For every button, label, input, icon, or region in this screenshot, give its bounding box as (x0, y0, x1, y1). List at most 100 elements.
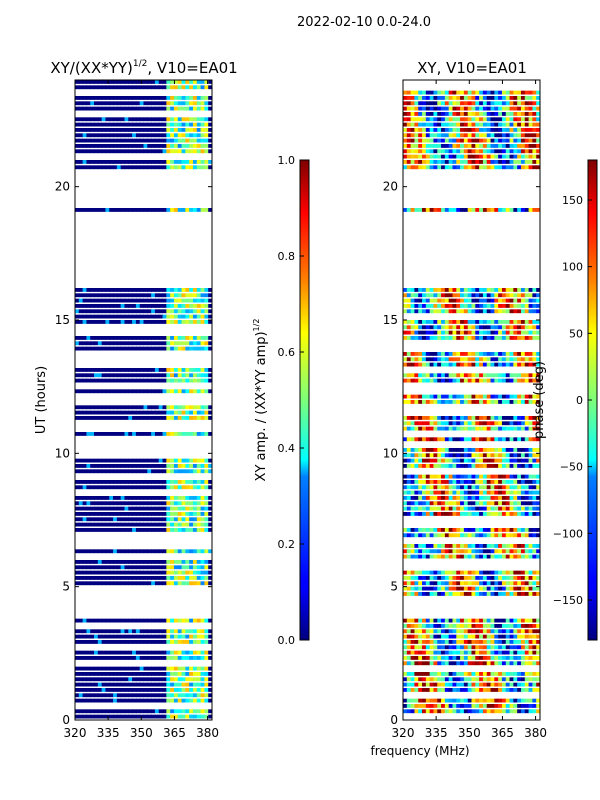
heatmap-cell (520, 293, 526, 298)
heatmap-cell (132, 106, 137, 111)
heatmap-cell (170, 101, 175, 106)
heatmap-cell (189, 656, 194, 660)
heatmap-cell (154, 576, 160, 580)
heatmap-cell (158, 346, 164, 351)
heatmap-cell (173, 517, 179, 522)
heatmap-cell (536, 453, 540, 458)
heatmap-cell (132, 469, 137, 474)
heatmap-cell (463, 138, 469, 143)
heatmap-cell (467, 581, 473, 586)
heatmap-cell (520, 309, 526, 314)
heatmap-cell (143, 634, 148, 639)
heatmap-cell (505, 112, 511, 116)
heatmap-cell (498, 474, 503, 479)
heatmap-cell (501, 709, 507, 714)
heatmap-cell (204, 469, 209, 474)
heatmap-cell (204, 416, 209, 420)
heatmap-cell (158, 288, 164, 292)
heatmap-cell (200, 517, 205, 522)
heatmap-cell (509, 490, 514, 495)
heatmap-cell (467, 106, 473, 111)
heatmap-cell (520, 640, 526, 644)
heatmap-cell (208, 677, 212, 682)
heatmap-cell (513, 138, 518, 143)
heatmap-cell (143, 688, 148, 692)
left-ylabel: UT (hours) (34, 366, 49, 434)
heatmap-cell (113, 432, 118, 436)
heatmap-cell (437, 437, 442, 442)
heatmap-cell (524, 394, 530, 399)
heatmap-cell (204, 672, 209, 676)
heatmap-cell (456, 336, 461, 340)
heatmap-cell (105, 389, 110, 394)
heatmap-cell (105, 506, 110, 511)
heatmap-cell (471, 650, 476, 655)
heatmap-cell (482, 357, 488, 362)
heatmap-cell (101, 688, 107, 692)
heatmap-cell (520, 576, 526, 580)
heatmap-cell (494, 698, 499, 703)
heatmap-cell (406, 160, 412, 164)
heatmap-cell (475, 485, 480, 490)
heatmap-cell (189, 485, 194, 490)
heatmap-cell (177, 682, 183, 687)
heatmap-cell (166, 672, 171, 676)
heatmap-cell (166, 565, 171, 570)
heatmap-cell (467, 421, 473, 426)
heatmap-cell (520, 144, 526, 148)
heatmap-cell (116, 314, 122, 319)
heatmap-cell (403, 656, 408, 660)
heatmap-cell (460, 122, 465, 127)
heatmap-cell (410, 650, 416, 655)
heatmap-cell (429, 474, 435, 479)
heatmap-cell (200, 501, 205, 506)
heatmap-cell (490, 325, 495, 330)
heatmap-cell (444, 672, 450, 676)
heatmap-cell (490, 453, 495, 458)
heatmap-cell (181, 656, 186, 660)
heatmap-cell (501, 677, 507, 682)
heatmap-cell (410, 704, 416, 708)
heatmap-cell (505, 656, 511, 660)
heatmap-cell (94, 416, 99, 420)
heatmap-cell (437, 480, 442, 484)
heatmap-cell (196, 570, 202, 575)
heatmap-cell (189, 581, 194, 586)
heatmap-cell (128, 512, 133, 516)
heatmap-cell (166, 80, 171, 84)
heatmap-cell (143, 80, 148, 84)
heatmap-cell (105, 501, 110, 506)
heatmap-cell (429, 650, 435, 655)
heatmap-cell (501, 394, 507, 399)
heatmap-cell (505, 122, 511, 127)
heatmap-cell (486, 688, 492, 692)
heatmap-cell (463, 640, 469, 644)
heatmap-cell (166, 432, 171, 436)
heatmap-cell (78, 698, 84, 703)
heatmap-cell (520, 320, 526, 324)
heatmap-cell (75, 96, 80, 100)
heatmap-cell (425, 618, 431, 623)
heatmap-cell (448, 490, 454, 495)
heatmap-cell (128, 144, 133, 148)
heatmap-cell (486, 506, 492, 511)
heatmap-cell (444, 485, 450, 490)
heatmap-cell (433, 576, 438, 580)
heatmap-cell (128, 336, 133, 340)
heatmap-cell (456, 154, 461, 159)
heatmap-cell (124, 346, 129, 351)
heatmap-cell (132, 506, 137, 511)
heatmap-cell (185, 666, 190, 671)
heatmap-cell (94, 133, 99, 138)
heatmap-cell (154, 117, 160, 122)
heatmap-cell (452, 570, 457, 575)
heatmap-cell (490, 394, 495, 399)
heatmap-cell (418, 570, 423, 575)
heatmap-cell (132, 666, 137, 671)
heatmap-cell (494, 112, 499, 116)
heatmap-cell (166, 501, 171, 506)
heatmap-cell (403, 661, 408, 666)
heatmap-cell (101, 208, 107, 212)
heatmap-cell (120, 709, 126, 714)
heatmap-cell (441, 448, 446, 452)
